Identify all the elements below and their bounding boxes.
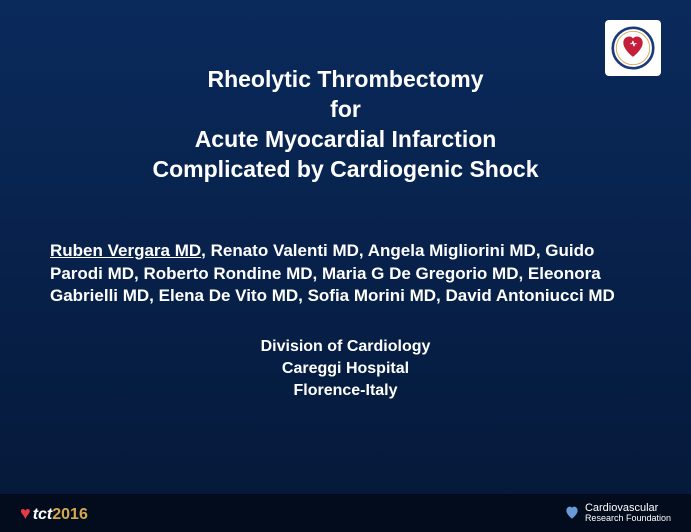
institution-logo-badge [605, 20, 661, 76]
tct-text: tct [33, 506, 53, 524]
crf-line2: Research Foundation [585, 514, 671, 523]
footer-left: ♥ tct2016 [20, 503, 88, 524]
slide-title: Rheolytic Thrombectomy for Acute Myocard… [40, 65, 651, 185]
crf-heart-icon [564, 505, 580, 521]
footer-right: Cardiovascular Research Foundation [564, 503, 671, 523]
tct-year: 2016 [52, 506, 88, 524]
title-line-3: Acute Myocardial Infarction [40, 125, 651, 155]
title-line-2: for [40, 95, 651, 125]
affiliation: Division of Cardiology Careggi Hospital … [40, 336, 651, 401]
affiliation-division: Division of Cardiology [40, 336, 651, 358]
authors-list: Ruben Vergara MD, Renato Valenti MD, Ang… [40, 240, 651, 309]
tct-logo: ♥ tct2016 [20, 503, 88, 524]
slide-footer: ♥ tct2016 Cardiovascular Research Founda… [0, 494, 691, 532]
title-line-1: Rheolytic Thrombectomy [40, 65, 651, 95]
heart-icon: ♥ [20, 503, 31, 524]
crf-logo: Cardiovascular Research Foundation [564, 503, 671, 523]
heart-shield-icon [611, 26, 655, 70]
presenting-author: Ruben Vergara MD [50, 241, 201, 260]
affiliation-location: Florence-Italy [40, 380, 651, 402]
presentation-slide: Rheolytic Thrombectomy for Acute Myocard… [0, 0, 691, 532]
affiliation-hospital: Careggi Hospital [40, 358, 651, 380]
crf-text: Cardiovascular Research Foundation [585, 503, 671, 523]
title-line-4: Complicated by Cardiogenic Shock [40, 155, 651, 185]
